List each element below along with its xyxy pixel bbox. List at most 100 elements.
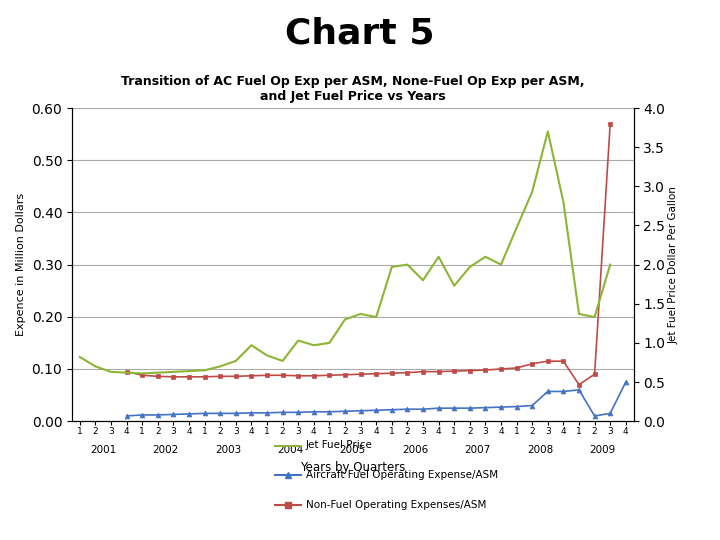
Jet Fuel Price [263,352,271,359]
Aircraft Fuel Operating Expense/ASM [325,409,333,415]
Non-Fuel Operating Expenses/ASM [216,373,225,380]
Aircraft Fuel Operating Expense/ASM [294,409,302,416]
Non-Fuel Operating Expenses/ASM [263,372,271,379]
Line: Jet Fuel Price: Jet Fuel Price [80,132,610,374]
Aircraft Fuel Operating Expense/ASM [184,410,193,417]
Aircraft Fuel Operating Expense/ASM [387,407,396,413]
Aircraft Fuel Operating Expense/ASM [356,408,365,414]
X-axis label: Years by Quarters: Years by Quarters [300,461,405,474]
Jet Fuel Price [294,338,302,344]
Text: 2009: 2009 [589,445,616,455]
Aircraft Fuel Operating Expense/ASM [544,388,552,395]
Non-Fuel Operating Expenses/ASM [341,372,349,378]
Text: 2004: 2004 [277,445,304,455]
Non-Fuel Operating Expenses/ASM [575,381,583,388]
Aircraft Fuel Operating Expense/ASM [606,410,614,417]
Non-Fuel Operating Expenses/ASM [544,358,552,365]
Text: 2006: 2006 [402,445,428,455]
Jet Fuel Price [278,357,287,364]
Non-Fuel Operating Expenses/ASM [481,367,490,373]
Jet Fuel Price [403,261,412,268]
Aircraft Fuel Operating Expense/ASM [590,413,599,419]
Non-Fuel Operating Expenses/ASM [372,370,380,377]
Non-Fuel Operating Expenses/ASM [122,368,131,375]
Non-Fuel Operating Expenses/ASM [278,372,287,379]
Jet Fuel Price [232,357,240,364]
Aircraft Fuel Operating Expense/ASM [169,411,178,417]
Jet Fuel Price [153,369,162,376]
Jet Fuel Price [247,342,256,348]
Y-axis label: Jet Fuel Price Dollar Per Gallon: Jet Fuel Price Dollar Per Gallon [668,186,678,343]
Aircraft Fuel Operating Expense/ASM [200,410,209,417]
Aircraft Fuel Operating Expense/ASM [122,413,131,419]
Jet Fuel Price [559,199,567,205]
Jet Fuel Price [216,363,225,370]
Aircraft Fuel Operating Expense/ASM [263,410,271,416]
Title: Transition of AC Fuel Op Exp per ASM, None-Fuel Op Exp per ASM,
and Jet Fuel Pri: Transition of AC Fuel Op Exp per ASM, No… [121,75,585,103]
Jet Fuel Price [107,369,115,375]
Aircraft Fuel Operating Expense/ASM [621,379,630,386]
Text: Non-Fuel Operating Expenses/ASM: Non-Fuel Operating Expenses/ASM [306,500,487,510]
Non-Fuel Operating Expenses/ASM [200,374,209,380]
Jet Fuel Price [450,282,459,289]
Aircraft Fuel Operating Expense/ASM [403,406,412,413]
Aircraft Fuel Operating Expense/ASM [497,404,505,410]
Aircraft Fuel Operating Expense/ASM [481,404,490,411]
Aircraft Fuel Operating Expense/ASM [372,407,380,414]
Jet Fuel Price [310,342,318,348]
Aircraft Fuel Operating Expense/ASM [419,406,428,413]
Non-Fuel Operating Expenses/ASM [153,373,162,380]
Jet Fuel Price [434,254,443,260]
Aircraft Fuel Operating Expense/ASM [310,409,318,415]
Aircraft Fuel Operating Expense/ASM [138,411,147,418]
Non-Fuel Operating Expenses/ASM [497,366,505,372]
Non-Fuel Operating Expenses/ASM [590,371,599,377]
Jet Fuel Price [76,354,84,360]
Jet Fuel Price [200,367,209,374]
Non-Fuel Operating Expenses/ASM [606,120,614,127]
Text: 2008: 2008 [527,445,553,455]
Jet Fuel Price [387,264,396,270]
Non-Fuel Operating Expenses/ASM [450,368,459,374]
Line: Aircraft Fuel Operating Expense/ASM: Aircraft Fuel Operating Expense/ASM [124,380,629,419]
Text: 2005: 2005 [340,445,366,455]
Text: 2001: 2001 [90,445,117,455]
Aircraft Fuel Operating Expense/ASM [466,405,474,411]
Jet Fuel Price [544,129,552,135]
Jet Fuel Price [372,314,380,320]
Aircraft Fuel Operating Expense/ASM [513,403,521,410]
Line: Non-Fuel Operating Expenses/ASM: Non-Fuel Operating Expenses/ASM [124,121,613,387]
Jet Fuel Price [138,370,147,377]
Non-Fuel Operating Expenses/ASM [325,372,333,379]
Jet Fuel Price [590,314,599,320]
Jet Fuel Price [91,363,99,370]
Text: 2003: 2003 [215,445,241,455]
Jet Fuel Price [122,369,131,376]
Jet Fuel Price [513,225,521,231]
Aircraft Fuel Operating Expense/ASM [247,410,256,416]
Non-Fuel Operating Expenses/ASM [184,374,193,380]
Aircraft Fuel Operating Expense/ASM [559,388,567,395]
Non-Fuel Operating Expenses/ASM [559,358,567,365]
Aircraft Fuel Operating Expense/ASM [216,410,225,417]
Jet Fuel Price [466,264,474,270]
Aircraft Fuel Operating Expense/ASM [528,402,536,409]
Jet Fuel Price [575,310,583,317]
Text: 2007: 2007 [464,445,491,455]
Non-Fuel Operating Expenses/ASM [403,369,412,376]
Non-Fuel Operating Expenses/ASM [294,373,302,379]
Non-Fuel Operating Expenses/ASM [466,367,474,374]
Non-Fuel Operating Expenses/ASM [138,372,147,379]
Jet Fuel Price [419,277,428,284]
Text: Aircraft Fuel Operating Expense/ASM: Aircraft Fuel Operating Expense/ASM [306,470,498,480]
Non-Fuel Operating Expenses/ASM [310,373,318,379]
Jet Fuel Price [497,261,505,268]
Non-Fuel Operating Expenses/ASM [528,361,536,367]
Non-Fuel Operating Expenses/ASM [247,373,256,379]
Non-Fuel Operating Expenses/ASM [419,368,428,375]
Jet Fuel Price [184,368,193,374]
Aircraft Fuel Operating Expense/ASM [278,409,287,416]
Non-Fuel Operating Expenses/ASM [169,374,178,380]
Aircraft Fuel Operating Expense/ASM [341,408,349,415]
Text: Chart 5: Chart 5 [285,16,435,50]
